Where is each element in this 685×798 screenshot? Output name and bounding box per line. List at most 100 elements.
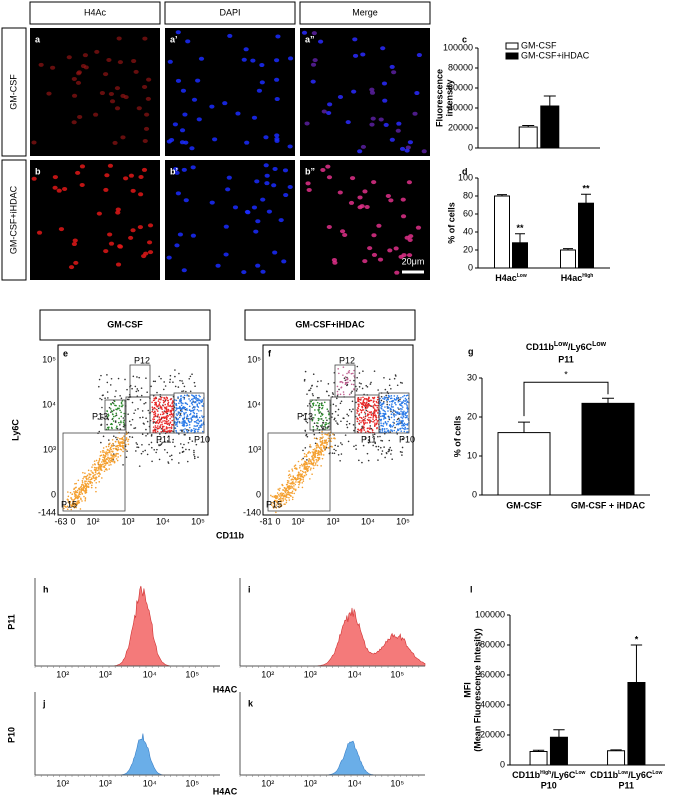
event [380,405,382,407]
nucleus [80,164,85,168]
event [309,478,311,480]
nucleus [146,97,151,101]
event [366,401,368,403]
panel-letter: b” [305,166,315,176]
nucleus [401,214,406,218]
event [187,414,189,416]
event [323,447,325,449]
nucleus [223,253,228,257]
event [332,452,334,454]
event [392,421,394,423]
event [380,402,382,404]
event [80,491,82,493]
event [371,413,373,415]
event [197,429,199,431]
event [313,417,315,419]
event [200,420,202,422]
event [351,411,353,413]
chart-title: CD11bLow/Ly6CLow [526,341,607,352]
nucleus [365,205,370,209]
event [292,479,294,481]
event [176,415,178,417]
event [192,415,194,417]
event [382,413,384,415]
nucleus [180,140,185,144]
event [164,429,166,431]
event [290,479,292,481]
event [171,428,173,430]
event [170,375,172,377]
event [339,460,341,462]
event [338,373,340,375]
event [109,452,111,454]
error-bar [515,234,525,243]
event [327,410,329,412]
event [162,417,164,419]
event [86,479,88,481]
flow-y-label: Ly6C [10,419,20,441]
event [316,422,318,424]
event [377,459,379,461]
event [333,419,335,421]
event [135,442,137,444]
event [337,368,339,370]
event [284,496,286,498]
event [96,460,98,462]
event [306,454,308,456]
event [364,398,366,400]
event [318,418,320,420]
event [334,445,336,447]
event [335,411,337,413]
event [101,399,103,401]
hist-x-tick-label: 10⁴ [143,778,157,788]
event [195,421,197,423]
event [190,430,192,432]
event [313,449,315,451]
event [401,414,403,416]
x-tick-label-part: Low [652,770,662,776]
nucleus [257,89,262,93]
event [183,425,185,427]
event [103,461,105,463]
event [407,409,409,411]
event [112,443,114,445]
event [191,419,193,421]
event [102,456,104,458]
event [106,424,108,426]
nucleus [327,102,332,106]
event [332,413,334,415]
event [358,460,360,462]
nucleus [274,58,279,62]
flow-x-tick-label: 10⁴ [156,516,170,526]
event [322,450,324,452]
event [388,440,390,442]
event [351,383,353,385]
event [93,474,95,476]
event [286,500,288,502]
event [102,459,104,461]
nucleus [174,243,179,247]
event [189,409,191,411]
event [111,444,113,446]
event [121,406,123,408]
event [155,402,157,404]
event [322,440,324,442]
event [382,428,384,430]
event [181,408,183,410]
nucleus [130,228,135,232]
event [152,431,154,433]
nucleus [352,37,357,41]
event [321,431,323,433]
event [283,498,285,500]
event [100,455,102,457]
event [317,438,319,440]
event [349,380,351,382]
event [331,438,333,440]
event [118,422,120,424]
event [117,449,119,451]
event [363,416,365,418]
flow-y-tick-label: 10⁴ [247,399,261,409]
event [92,464,94,466]
event [163,397,165,399]
event [67,491,69,493]
